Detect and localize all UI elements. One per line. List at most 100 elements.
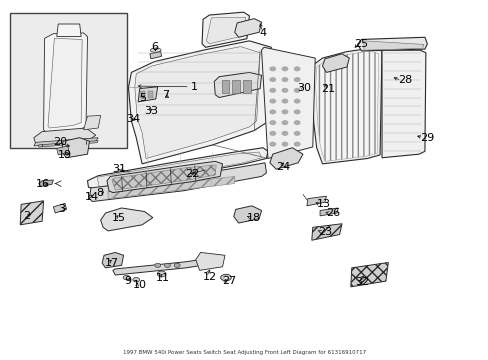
Circle shape: [281, 109, 288, 114]
Polygon shape: [381, 50, 425, 158]
Circle shape: [293, 66, 300, 71]
Text: 12: 12: [203, 272, 217, 282]
Polygon shape: [150, 51, 161, 59]
Polygon shape: [234, 19, 261, 37]
Circle shape: [281, 66, 288, 71]
Polygon shape: [269, 148, 303, 169]
Circle shape: [269, 131, 276, 136]
Circle shape: [293, 99, 300, 104]
Circle shape: [269, 66, 276, 71]
Text: 5: 5: [139, 93, 145, 103]
Text: 27: 27: [222, 276, 236, 286]
Polygon shape: [53, 203, 66, 213]
Polygon shape: [34, 128, 96, 144]
Polygon shape: [357, 37, 427, 51]
Text: 14: 14: [84, 192, 99, 202]
Bar: [243, 80, 250, 93]
Polygon shape: [101, 208, 153, 231]
Ellipse shape: [157, 271, 165, 277]
Circle shape: [293, 77, 300, 82]
Text: 3: 3: [58, 204, 65, 215]
Circle shape: [269, 141, 276, 147]
Circle shape: [269, 99, 276, 104]
Polygon shape: [34, 138, 98, 146]
Circle shape: [269, 120, 276, 125]
Polygon shape: [102, 252, 123, 268]
Polygon shape: [87, 148, 267, 189]
Bar: [232, 80, 240, 93]
Circle shape: [155, 263, 160, 267]
Bar: [10, 13, 127, 148]
Circle shape: [293, 141, 300, 147]
Polygon shape: [350, 262, 387, 287]
Ellipse shape: [220, 274, 231, 281]
Circle shape: [281, 99, 288, 104]
Text: 32: 32: [354, 277, 368, 287]
Polygon shape: [202, 12, 249, 47]
Text: 2: 2: [22, 211, 30, 221]
Polygon shape: [107, 161, 222, 193]
Polygon shape: [206, 17, 245, 44]
Polygon shape: [20, 201, 43, 225]
Polygon shape: [320, 208, 337, 216]
Polygon shape: [39, 180, 53, 186]
Polygon shape: [57, 146, 69, 155]
Text: 22: 22: [184, 169, 199, 179]
Polygon shape: [48, 39, 82, 128]
Text: 15: 15: [112, 213, 125, 223]
Circle shape: [281, 88, 288, 93]
Circle shape: [174, 263, 180, 267]
Polygon shape: [39, 140, 98, 147]
Text: 1997 BMW 540i Power Seats Switch Seat Adjusting Front Left Diagram for 613169107: 1997 BMW 540i Power Seats Switch Seat Ad…: [122, 350, 366, 355]
Polygon shape: [233, 206, 261, 223]
Bar: [221, 80, 229, 93]
Circle shape: [281, 77, 288, 82]
Circle shape: [293, 120, 300, 125]
Circle shape: [293, 131, 300, 136]
Bar: [140, 91, 145, 98]
Polygon shape: [108, 176, 234, 199]
Text: 23: 23: [318, 227, 331, 237]
Text: 21: 21: [321, 84, 335, 94]
Text: 28: 28: [397, 75, 411, 85]
Text: 30: 30: [297, 83, 310, 93]
Text: 4: 4: [259, 28, 265, 38]
Polygon shape: [306, 196, 326, 206]
Text: 7: 7: [161, 90, 168, 100]
Circle shape: [269, 88, 276, 93]
Polygon shape: [315, 51, 378, 161]
Polygon shape: [135, 46, 260, 158]
Circle shape: [269, 77, 276, 82]
Text: 24: 24: [276, 162, 290, 172]
Text: 31: 31: [112, 164, 125, 174]
Polygon shape: [311, 224, 341, 240]
Text: 18: 18: [246, 213, 261, 222]
Text: 34: 34: [126, 114, 141, 124]
Text: 17: 17: [104, 258, 119, 268]
Circle shape: [269, 109, 276, 114]
Polygon shape: [112, 165, 216, 190]
Text: 6: 6: [151, 42, 158, 52]
Text: 26: 26: [326, 208, 340, 219]
Ellipse shape: [150, 48, 161, 52]
Text: 19: 19: [58, 150, 72, 160]
Polygon shape: [311, 48, 381, 164]
Polygon shape: [261, 47, 315, 158]
Circle shape: [293, 109, 300, 114]
Circle shape: [293, 88, 300, 93]
Text: 29: 29: [419, 133, 433, 143]
Bar: [148, 91, 153, 98]
Polygon shape: [363, 41, 423, 50]
Polygon shape: [97, 152, 261, 187]
Text: 11: 11: [156, 273, 169, 283]
Polygon shape: [57, 24, 81, 37]
Text: 13: 13: [316, 199, 330, 210]
Text: 20: 20: [53, 138, 67, 147]
Text: 25: 25: [353, 40, 367, 49]
Text: 33: 33: [144, 106, 158, 116]
Polygon shape: [128, 41, 271, 164]
Circle shape: [164, 263, 170, 267]
Ellipse shape: [123, 275, 130, 280]
Circle shape: [281, 141, 288, 147]
Polygon shape: [113, 257, 216, 275]
